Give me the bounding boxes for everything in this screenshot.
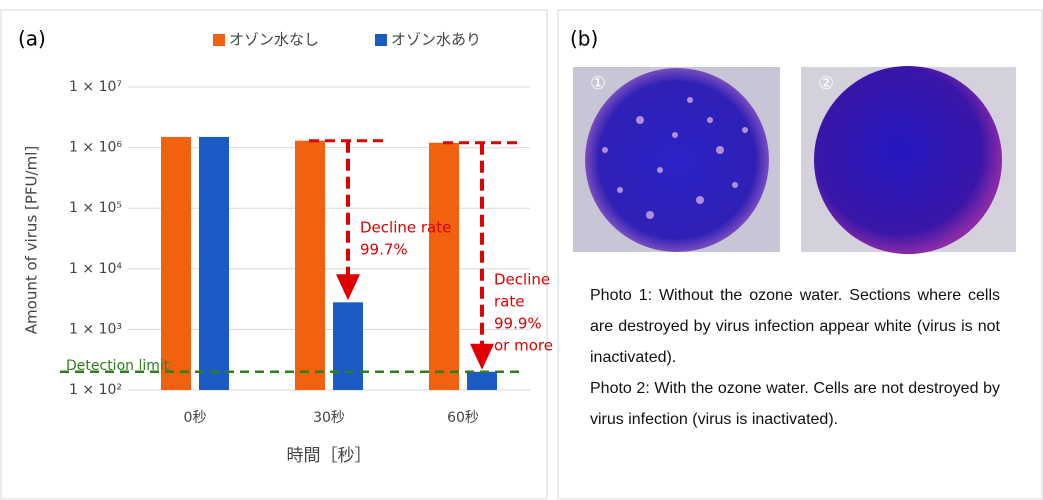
annotation-text: Decline <box>494 271 550 289</box>
y-tick-label: 1 × 10⁷ <box>69 79 122 95</box>
photo-label: ① <box>590 73 606 94</box>
bar <box>199 136 229 390</box>
y-tick-label: 1 × 10⁵ <box>69 200 122 216</box>
detection-limit-label: Detection limit <box>66 358 170 374</box>
annotation-arrowhead <box>336 274 360 301</box>
annotation-text: 99.7% <box>360 241 408 259</box>
panel-label: (b) <box>570 27 598 51</box>
panel-label: (a) <box>18 27 46 51</box>
annotation-arrowhead <box>470 343 494 370</box>
caption: Photo 1: Without the ozone water. Sectio… <box>590 287 1000 366</box>
legend-swatch <box>213 34 225 46</box>
annotation-text: Decline rate <box>360 219 451 237</box>
legend-label: オゾン水なし <box>229 31 319 49</box>
legend-swatch <box>375 34 387 46</box>
panel-frame <box>0 9 548 500</box>
caption: Photo 2: With the ozone water. Cells are… <box>590 380 1000 428</box>
y-tick-label: 1 × 10⁴ <box>69 261 122 277</box>
x-axis-label: 時間［秒］ <box>287 446 372 466</box>
x-tick-label: 0秒 <box>184 410 207 426</box>
annotation-text: or more <box>494 337 553 355</box>
bar <box>161 136 191 390</box>
photo <box>573 67 780 252</box>
y-tick-label: 1 × 10² <box>69 382 122 398</box>
captions: Photo 1: Without the ozone water. Sectio… <box>590 280 1000 435</box>
y-tick-label: 1 × 10³ <box>69 321 122 337</box>
photo <box>801 66 1016 254</box>
photo-label: ② <box>818 73 834 94</box>
panel-frame <box>557 9 1043 500</box>
annotation-text: 99.9% <box>494 315 542 333</box>
bar <box>295 140 325 390</box>
bar <box>429 142 459 390</box>
bar <box>467 371 497 390</box>
y-tick-label: 1 × 10⁶ <box>69 140 122 156</box>
y-axis-label: Amount of virus [PFU/ml] <box>23 146 41 334</box>
bar <box>333 302 363 390</box>
annotation-text: rate <box>494 293 524 311</box>
legend-label: オゾン水あり <box>391 31 481 49</box>
x-tick-label: 30秒 <box>313 410 345 426</box>
x-tick-label: 60秒 <box>447 410 479 426</box>
